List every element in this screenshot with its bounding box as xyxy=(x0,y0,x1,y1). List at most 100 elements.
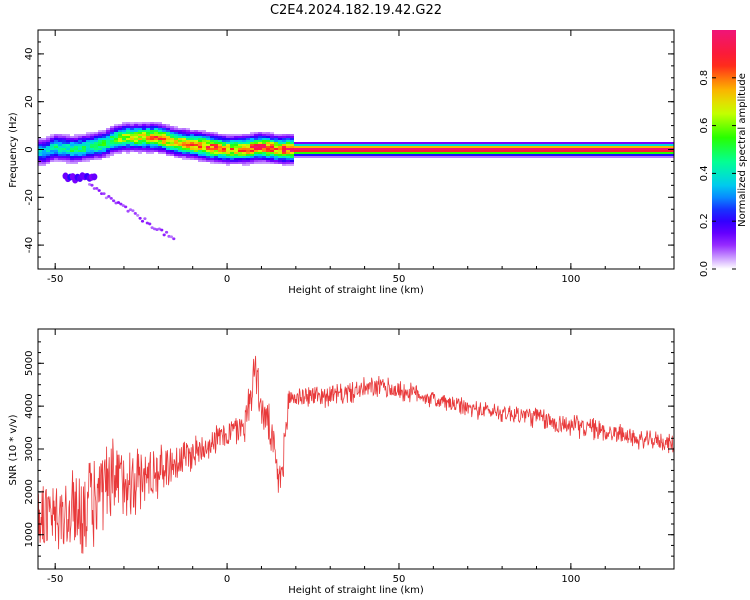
heatmap-cell xyxy=(98,150,102,152)
heatmap-cell xyxy=(106,154,110,156)
heatmap-cell xyxy=(146,124,150,126)
heatmap-cell xyxy=(214,160,218,162)
heatmap-cell xyxy=(394,152,398,154)
heatmap-cell xyxy=(66,138,70,140)
heatmap-cell xyxy=(170,132,174,134)
heatmap-cell xyxy=(86,146,90,148)
heatmap-cell xyxy=(638,150,642,152)
heatmap-cell xyxy=(194,132,198,134)
heatmap-cell xyxy=(82,142,86,144)
heatmap-cell xyxy=(146,146,150,148)
heatmap-cell xyxy=(654,154,658,156)
heatmap-cell xyxy=(630,152,634,154)
heatmap-cell xyxy=(134,122,138,124)
heatmap-cell xyxy=(534,146,538,148)
heatmap-cell xyxy=(334,144,338,146)
heatmap-cell xyxy=(434,148,438,150)
heatmap-cell xyxy=(266,132,270,134)
heatmap-cell xyxy=(490,156,494,158)
heatmap-cell xyxy=(494,146,498,148)
heatmap-cell xyxy=(50,140,54,142)
heatmap-cell xyxy=(266,136,270,138)
heatmap-cell xyxy=(358,156,362,158)
heatmap-cell xyxy=(226,134,230,136)
heatmap-cell xyxy=(62,138,66,140)
heatmap-cell xyxy=(290,146,294,148)
heatmap-cell xyxy=(94,146,98,148)
heatmap-cell xyxy=(266,140,270,142)
heatmap-cell xyxy=(270,158,274,160)
heatmap-cell xyxy=(270,138,274,140)
heatmap-cell xyxy=(66,148,70,150)
heatmap-cell xyxy=(234,160,238,162)
heatmap-cell xyxy=(634,156,638,158)
heatmap-cell xyxy=(330,144,334,146)
heatmap-cell xyxy=(290,144,294,146)
heatmap-cell xyxy=(274,138,278,140)
heatmap-cell xyxy=(594,150,598,152)
heatmap-cell xyxy=(250,146,254,148)
heatmap-cell xyxy=(474,150,478,152)
heatmap-cell xyxy=(154,128,158,130)
heatmap-cell xyxy=(338,146,342,148)
heatmap-cell xyxy=(62,154,66,156)
heatmap-cell xyxy=(155,228,159,231)
heatmap-cell xyxy=(302,144,306,146)
heatmap-cell xyxy=(46,156,50,158)
heatmap-cell xyxy=(670,152,674,154)
heatmap-cell xyxy=(322,144,326,146)
heatmap-cell xyxy=(42,158,46,160)
heatmap-cell xyxy=(598,156,602,158)
heatmap-cell xyxy=(218,134,222,136)
heatmap-cell xyxy=(122,136,126,138)
heatmap-cell xyxy=(662,144,666,146)
heatmap-cell xyxy=(138,144,142,146)
heatmap-cell xyxy=(106,146,110,148)
heatmap-cell xyxy=(238,154,242,156)
heatmap-cell xyxy=(167,234,171,238)
heatmap-cell xyxy=(194,152,198,154)
heatmap-cell xyxy=(570,146,574,148)
heatmap-cell xyxy=(650,150,654,152)
heatmap-cell xyxy=(326,146,330,148)
heatmap-cell xyxy=(82,150,86,152)
heatmap-cell xyxy=(118,134,122,136)
heatmap-cell xyxy=(278,134,282,136)
heatmap-cell xyxy=(142,134,146,136)
heatmap-cell xyxy=(366,142,370,144)
heatmap-cell xyxy=(474,142,478,144)
heatmap-cell xyxy=(518,152,522,154)
heatmap-cell xyxy=(143,217,147,221)
heatmap-cell xyxy=(138,132,142,134)
heatmap-cell xyxy=(462,156,466,158)
heatmap-cell xyxy=(118,142,122,144)
heatmap-cell xyxy=(270,132,274,134)
heatmap-cell xyxy=(102,136,106,138)
heatmap-cell xyxy=(66,144,70,146)
heatmap-cell xyxy=(234,138,238,140)
heatmap-cell xyxy=(370,154,374,156)
heatmap-cell xyxy=(126,142,130,144)
heatmap-cell xyxy=(258,132,262,134)
heatmap-cell xyxy=(198,154,202,156)
heatmap-cell xyxy=(546,146,550,148)
heatmap-cell xyxy=(226,154,230,156)
heatmap-cell xyxy=(262,146,266,148)
heatmap-cell xyxy=(66,146,70,148)
heatmap-cell xyxy=(198,134,202,136)
heatmap-cell xyxy=(158,140,162,142)
heatmap-cell xyxy=(150,144,154,146)
heatmap-cell xyxy=(186,144,190,146)
heatmap-cell xyxy=(582,150,586,152)
heatmap-cell xyxy=(194,142,198,144)
heatmap-cell xyxy=(462,146,466,148)
heatmap-cell xyxy=(146,150,150,152)
heatmap-cell xyxy=(206,146,210,148)
heatmap-cell xyxy=(522,152,526,154)
heatmap-cell xyxy=(42,146,46,148)
heatmap-cell xyxy=(242,160,246,162)
heatmap-cell xyxy=(126,146,130,148)
heatmap-cell xyxy=(182,150,186,152)
heatmap-cell xyxy=(158,132,162,134)
heatmap-cell xyxy=(210,162,214,164)
